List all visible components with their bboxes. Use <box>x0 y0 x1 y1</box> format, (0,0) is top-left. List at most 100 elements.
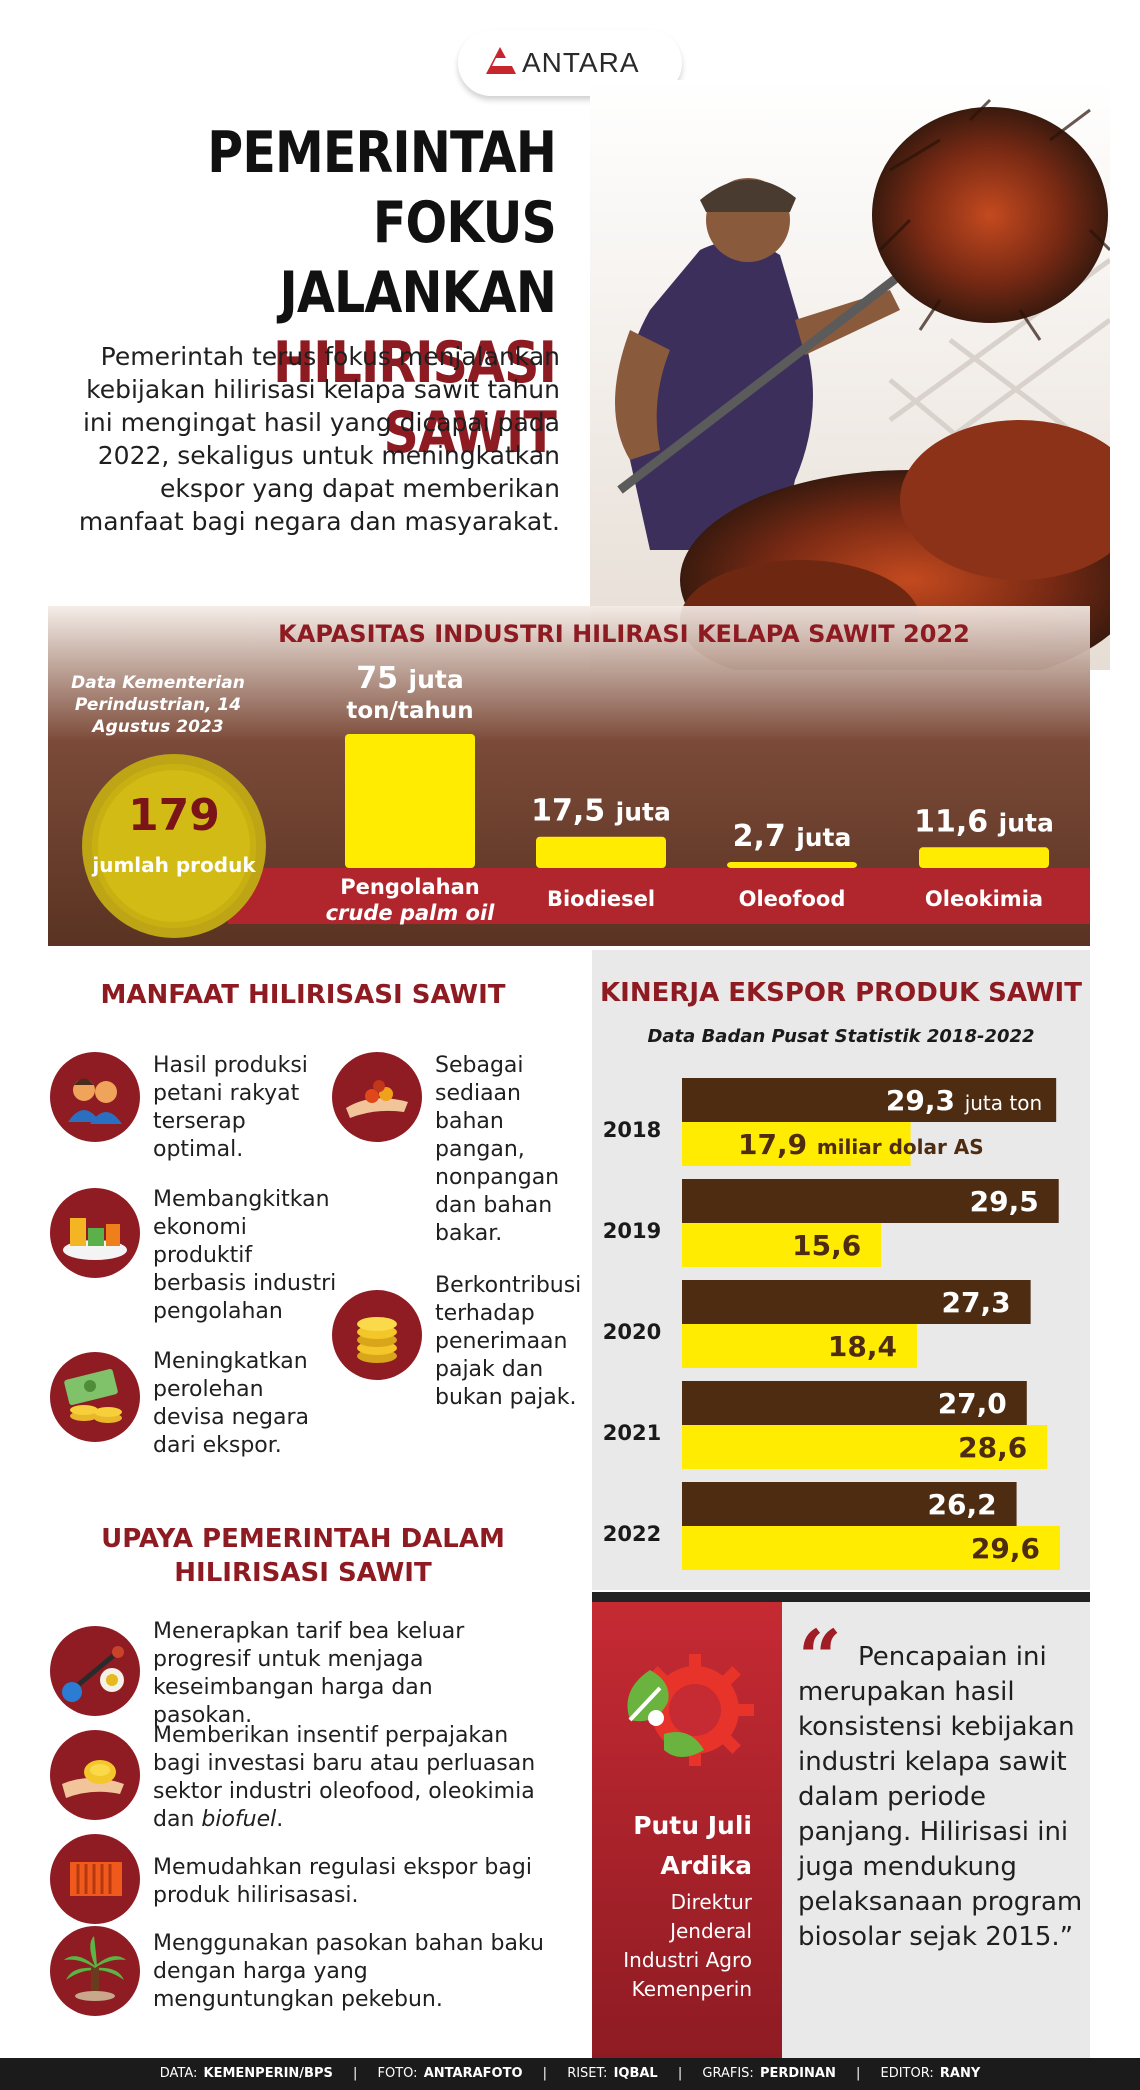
palm-worker-photo <box>590 80 1110 670</box>
export-title: KINERJA EKSPOR PRODUK SAWIT <box>600 978 1082 1008</box>
export-volume-label-2019: 29,5 <box>970 1185 1039 1218</box>
quote-mark-icon: “ <box>798 1613 842 1702</box>
export-volume-bar-2019 <box>682 1179 1059 1223</box>
capacity-bar-4 <box>919 847 1049 868</box>
export-source: Data Badan Pusat Statistik 2018-2022 <box>647 1026 1035 1047</box>
export-volume-bar-2018 <box>682 1078 1057 1122</box>
credits-footer: DATA: KEMENPERIN/BPS | FOTO: ANTARAFOTO … <box>0 2058 1140 2090</box>
capacity-value-label-2: 17,5 juta <box>531 794 671 829</box>
footer-graphic-value: PERDINAN <box>759 2066 836 2081</box>
effort-item-1-text: Menerapkan tarif bea keluar progresif un… <box>153 1619 465 1728</box>
export-volume-bar-2020 <box>682 1280 1031 1324</box>
intro-paragraph: Pemerintah terus fokus menjalankan kebij… <box>78 342 560 536</box>
farmers-icon <box>50 1052 140 1142</box>
title-line-2: FOKUS JALANKAN <box>279 190 557 326</box>
export-volume-label-2020: 27,3 <box>942 1286 1011 1319</box>
export-value-label-2019: 15,6 <box>792 1229 861 1262</box>
palm-tree-icon <box>50 1926 140 2016</box>
export-year-label-2019: 2019 <box>603 1219 661 1243</box>
effort-item-2-text: Memberikan insentif perpajakan bagi inve… <box>153 1722 553 1834</box>
footer-editor-label: EDITOR: <box>880 2066 934 2081</box>
efforts-title-line-1: UPAYA PEMERINTAH DALAM <box>101 1524 505 1554</box>
effort-item-2-text-end: . <box>276 1807 284 1832</box>
quote-speaker-name: Putu Juli Ardika <box>633 1811 752 1880</box>
capacity-category-label-2: Biodiesel <box>547 887 655 911</box>
benefit-item-2-text: Membangkitkan ekonomi produktif berbasis… <box>153 1187 337 1324</box>
title-line-1: PEMERINTAH <box>207 120 557 186</box>
quote-speaker-role: Direktur Jenderal Industri Agro Kemenper… <box>623 1890 752 2001</box>
export-value-bar-2020 <box>682 1324 917 1368</box>
export-value-bar-2021 <box>682 1425 1048 1469</box>
capacity-title: KAPASITAS INDUSTRI HILIRASI KELAPA SAWIT… <box>278 620 970 648</box>
footer-research-value: IQBAL <box>613 2066 658 2081</box>
capacity-category-label-4: Oleokimia <box>925 887 1043 911</box>
efforts-title: UPAYA PEMERINTAH DALAM HILIRISASI SAWIT <box>48 1522 558 1590</box>
quote-text: Pencapaian ini merupakan hasil konsisten… <box>798 1642 1083 1952</box>
effort-item-3-text: Memudahkan regulasi ekspor bagi produk h… <box>153 1855 532 1908</box>
effort-item-2-text-main: Memberikan insentif perpajakan bagi inve… <box>153 1723 536 1832</box>
benefit-item-5-text: Berkontribusi terhadap penerimaan pajak … <box>435 1273 582 1410</box>
export-value-bar-2022 <box>682 1526 1060 1570</box>
benefits-title: MANFAAT HILIRISASI SAWIT <box>100 980 506 1010</box>
capacity-bar-3 <box>727 862 857 868</box>
coin-stack-icon <box>332 1290 422 1380</box>
capacity-unit-note: ton/tahun <box>346 698 473 724</box>
benefit-item-3-text: Meningkatkan perolehan devisa negara dar… <box>153 1349 310 1458</box>
export-volume-bar-2022 <box>682 1482 1017 1526</box>
effort-item-2-text-emphasis: biofuel <box>201 1807 277 1832</box>
infographic-title: PEMERINTAH FOKUS JALANKAN HILIRISASI SAW… <box>181 118 557 468</box>
export-year-label-2018: 2018 <box>603 1118 661 1142</box>
product-count-value: 179 <box>128 790 220 841</box>
footer-data-value: KEMENPERIN/BPS <box>203 2066 333 2081</box>
export-volume-label-2018: 29,3 juta ton <box>886 1084 1042 1117</box>
capacity-label-band <box>228 868 1090 924</box>
capacity-category-label-1-line-1: Pengolahan <box>340 875 479 899</box>
capacity-bar-1 <box>345 734 475 868</box>
effort-item-4-text: Menggunakan pasokan bahan baku dengan ha… <box>153 1931 544 2012</box>
export-year-label-2022: 2022 <box>603 1522 661 1546</box>
product-count-badge: 179 jumlah produk <box>82 754 266 938</box>
footer-graphic-label: GRAFIS: <box>702 2066 754 2081</box>
export-value-label-2021: 28,6 <box>958 1431 1027 1464</box>
export-year-label-2020: 2020 <box>603 1320 661 1344</box>
footer-research-label: RISET: <box>567 2066 608 2081</box>
export-volume-label-2021: 27,0 <box>938 1387 1007 1420</box>
palm-fruit-hand-icon <box>332 1052 422 1142</box>
footer-editor-value: RANY <box>939 2066 981 2081</box>
capacity-value-label-4: 11,6 juta <box>914 804 1054 839</box>
capacity-category-label-1-line-2: crude palm oil <box>326 901 496 925</box>
export-value-bar-2019 <box>682 1223 882 1267</box>
antara-logo: ANTARA <box>458 30 682 96</box>
export-value-bar-2018 <box>682 1122 911 1166</box>
benefit-item-1-text: Hasil produksi petani rakyat terserap op… <box>153 1053 308 1162</box>
capacity-value-label-1: 75 juta <box>356 661 463 696</box>
section-divider <box>592 1592 1090 1602</box>
efforts-title-line-2: HILIRISASI SAWIT <box>174 1558 432 1588</box>
balance-scale-icon <box>50 1626 140 1716</box>
export-bar-chart: 2018 29,3 juta ton 17,9 miliar dolar AS 201… <box>603 1078 1060 1570</box>
capacity-section: 75 juta ton/tahun Pengolahan crude palm oil… <box>48 606 1090 946</box>
coin-hand-icon <box>50 1730 140 1820</box>
export-volume-bar-2021 <box>682 1381 1027 1425</box>
export-volume-label-2022: 26,2 <box>927 1488 996 1521</box>
industry-blocks-icon <box>50 1188 140 1278</box>
capacity-source: Data Kementerian Perindustrian, 14 Agust… <box>71 673 245 737</box>
footer-photo-value: ANTARAFOTO <box>423 2066 523 2081</box>
footer-data-label: DATA: <box>159 2066 198 2081</box>
export-value-label-2020: 18,4 <box>828 1330 897 1363</box>
quote-panel <box>782 1602 1090 2060</box>
capacity-value-label-3: 2,7 juta <box>733 819 852 854</box>
product-count-label: jumlah produk <box>92 853 256 877</box>
money-coins-icon <box>50 1352 140 1442</box>
antara-mark-icon <box>486 47 516 74</box>
export-value-label-2022: 29,6 <box>971 1532 1040 1565</box>
capacity-category-label-3: Oleofood <box>739 887 846 911</box>
export-year-label-2021: 2021 <box>603 1421 661 1445</box>
agro-gear-leaf-icon <box>627 1654 754 1766</box>
export-value-label-2018: 17,9 miliar dolar AS <box>738 1128 984 1161</box>
benefit-item-4-text: Sebagai sediaan bahan pangan, nonpangan … <box>435 1053 560 1246</box>
brand-name: ANTARA <box>522 47 640 78</box>
capacity-bar-2 <box>536 836 666 868</box>
title-line-3: HILIRISASI SAWIT <box>273 330 557 466</box>
